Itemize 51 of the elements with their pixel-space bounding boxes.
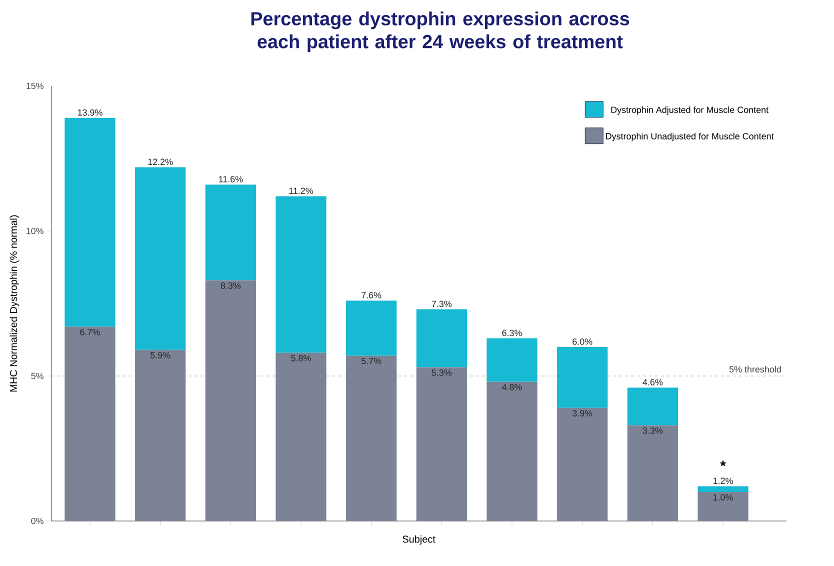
bar bbox=[416, 367, 467, 521]
bar bbox=[486, 382, 538, 521]
data-label: 5.9% bbox=[150, 352, 170, 358]
data-label: 8.3% bbox=[220, 282, 241, 289]
total-label: 7.6% bbox=[362, 292, 382, 298]
bar bbox=[698, 486, 748, 492]
bar bbox=[627, 425, 678, 521]
bar bbox=[64, 326, 116, 521]
total-label: 6.0% bbox=[572, 338, 592, 345]
bar bbox=[205, 280, 256, 521]
data-label: 6.7% bbox=[80, 328, 100, 336]
bar bbox=[205, 184, 256, 280]
ref-line-label: 5% threshold bbox=[729, 366, 781, 372]
data-label: 5.3% bbox=[432, 369, 452, 376]
y-tick-label: 5% bbox=[31, 372, 44, 380]
bar bbox=[64, 118, 116, 327]
data-label: 5.8% bbox=[291, 354, 311, 362]
legend-label: Dystrophin Unadjusted for Muscle Content bbox=[606, 132, 774, 142]
bar bbox=[276, 352, 326, 521]
data-label: 3.3% bbox=[642, 427, 663, 434]
data-label: 4.8% bbox=[502, 384, 522, 390]
total-label: 4.6% bbox=[642, 379, 663, 386]
y-axis-title: MHC Normalized Dystrophin (% normal) bbox=[10, 215, 20, 392]
y-tick-label: 10% bbox=[26, 228, 44, 234]
annotation: * bbox=[720, 460, 726, 466]
bar bbox=[698, 492, 748, 521]
bar bbox=[346, 356, 397, 521]
data-label: 3.9% bbox=[572, 410, 592, 416]
total-label: 1.2% bbox=[713, 478, 733, 484]
bar bbox=[276, 196, 326, 353]
total-label: 11.2% bbox=[289, 188, 314, 194]
legend-label: Dystrophin Adjusted for Muscle Content bbox=[611, 106, 768, 115]
total-label: 12.2% bbox=[148, 158, 173, 165]
bar bbox=[346, 300, 397, 356]
bar bbox=[135, 167, 186, 350]
y-tick-label: 0% bbox=[31, 518, 44, 524]
total-label: 7.3% bbox=[432, 300, 452, 308]
bar bbox=[557, 346, 608, 408]
bar bbox=[557, 408, 608, 521]
bar bbox=[416, 309, 467, 368]
total-label: 6.3% bbox=[502, 330, 522, 336]
total-label: 13.9% bbox=[78, 109, 102, 116]
bar bbox=[627, 388, 678, 426]
y-tick-label: 15% bbox=[26, 82, 44, 90]
bar bbox=[486, 338, 538, 382]
data-label: 1.0% bbox=[713, 494, 733, 501]
bar bbox=[135, 350, 186, 521]
x-axis-title: Subject bbox=[402, 535, 436, 545]
chart-title: Percentage dystrophin expression across each patient after 24 weeks of treatment bbox=[251, 12, 630, 52]
data-label: 5.7% bbox=[361, 358, 382, 364]
total-label: 11.6% bbox=[218, 176, 243, 182]
